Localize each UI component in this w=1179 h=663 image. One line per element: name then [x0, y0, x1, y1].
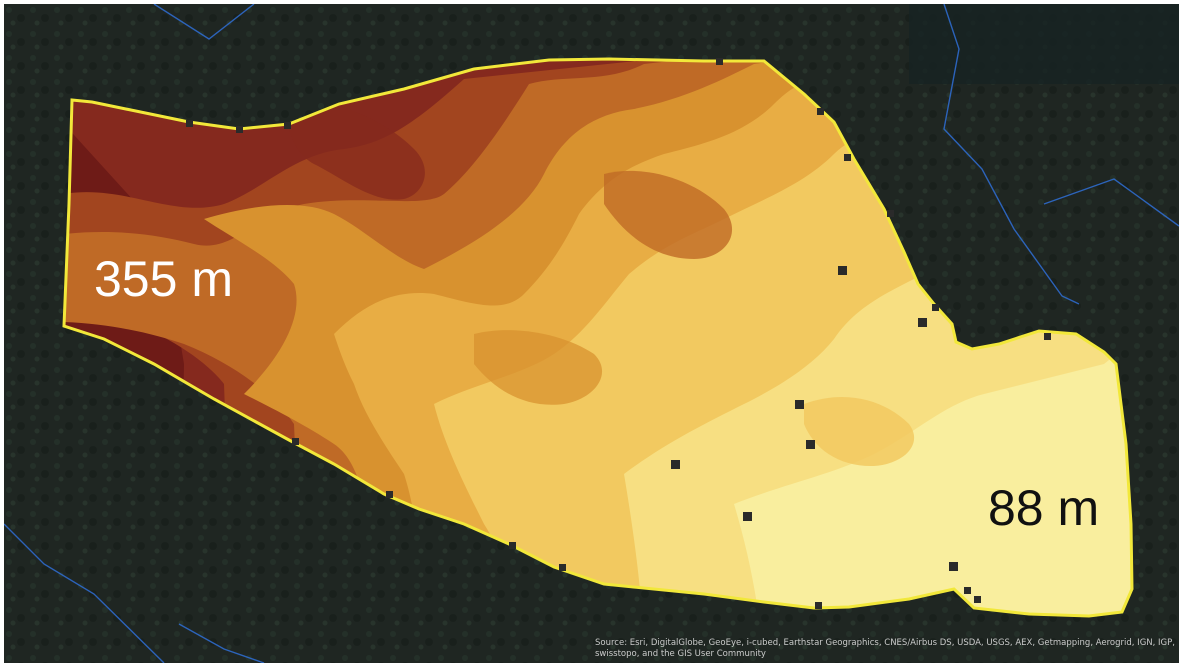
station-marker[interactable] [671, 460, 680, 469]
max-elevation-label: 355 m [94, 251, 233, 307]
station-marker[interactable] [806, 440, 815, 449]
station-marker[interactable] [509, 542, 516, 549]
station-marker[interactable] [815, 602, 822, 609]
station-marker[interactable] [716, 58, 723, 65]
stream-line-4 [4, 523, 165, 663]
station-marker[interactable] [743, 512, 752, 521]
station-marker[interactable] [236, 126, 243, 133]
station-marker[interactable] [284, 122, 291, 129]
station-marker[interactable] [795, 400, 804, 409]
station-marker[interactable] [1044, 333, 1051, 340]
elevation-band-ridge-3 [474, 330, 603, 405]
station-marker[interactable] [932, 304, 939, 311]
elevation-band-ridge-1 [287, 99, 425, 200]
elevation-map[interactable] [4, 4, 1179, 663]
stream-line-2 [943, 4, 1080, 305]
station-marker[interactable] [186, 120, 193, 127]
station-marker[interactable] [964, 587, 971, 594]
elevation-band-ridge-4 [804, 396, 915, 467]
station-marker[interactable] [292, 438, 299, 445]
stream-lines [4, 4, 1179, 663]
elevation-band-1 [734, 304, 1132, 616]
station-marker[interactable] [974, 596, 981, 603]
map-view[interactable]: 355 m 88 m Source: Esri, DigitalGlobe, G… [4, 4, 1179, 663]
min-elevation-label: 88 m [988, 480, 1100, 536]
catchment-boundary [62, 57, 1134, 618]
station-marker[interactable] [838, 266, 847, 275]
stream-line-5 [178, 623, 265, 663]
stream-line-3 [1043, 178, 1179, 227]
station-marker[interactable] [844, 154, 851, 161]
station-marker[interactable] [559, 564, 566, 571]
station-markers [186, 58, 1051, 609]
elevation-band-ridge-2 [604, 170, 733, 259]
station-marker[interactable] [386, 491, 393, 498]
station-marker[interactable] [887, 210, 894, 217]
water-area [909, 4, 1179, 84]
map-attribution: Source: Esri, DigitalGlobe, GeoEye, i-cu… [595, 638, 1175, 659]
station-marker[interactable] [918, 318, 927, 327]
station-marker[interactable] [949, 562, 958, 571]
stream-line-1 [153, 4, 255, 40]
station-marker[interactable] [817, 108, 824, 115]
